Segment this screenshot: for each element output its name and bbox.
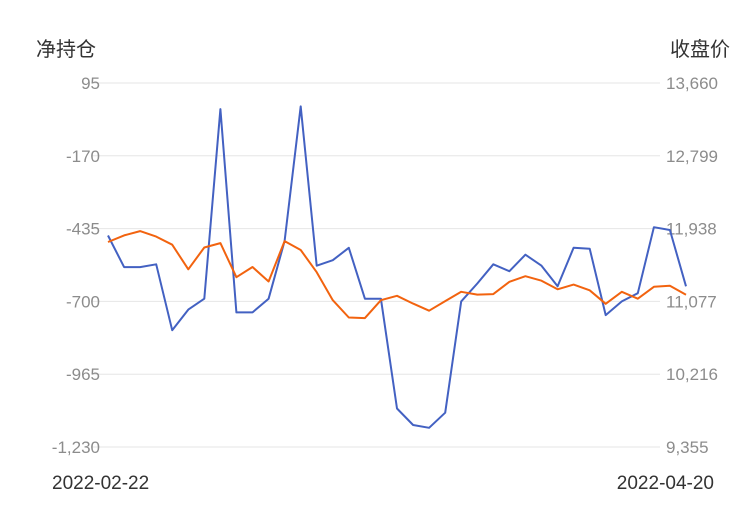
right-tick-label: 11,077 xyxy=(666,292,717,311)
right-axis-title: 收盘价 xyxy=(670,38,730,61)
left-tick-label: -965 xyxy=(66,365,100,384)
series-lines xyxy=(107,105,687,429)
right-tick-label: 12,799 xyxy=(666,147,718,166)
left-tick-label: 95 xyxy=(81,74,100,93)
series-line-right xyxy=(107,230,687,320)
x-end-label: 2022-04-20 xyxy=(617,473,714,494)
left-tick-label: -435 xyxy=(66,220,100,239)
left-tick-label: -700 xyxy=(66,292,100,311)
right-tick-label: 9,355 xyxy=(666,438,709,457)
left-tick-label: -170 xyxy=(66,147,100,166)
right-axis-ticks: 13,660 12,799 11,938 11,077 10,216 9,355 xyxy=(666,74,718,457)
right-tick-label: 10,216 xyxy=(666,365,718,384)
right-tick-label: 13,660 xyxy=(666,74,718,93)
x-start-label: 2022-02-22 xyxy=(52,473,149,494)
left-tick-label: -1,230 xyxy=(52,438,100,457)
series-line-left xyxy=(107,105,687,429)
left-axis-ticks: 95 -170 -435 -700 -965 -1,230 xyxy=(52,74,100,457)
grid-lines xyxy=(92,82,660,448)
left-axis-title: 净持仓 xyxy=(36,38,96,61)
right-tick-label: 11,938 xyxy=(666,220,717,239)
